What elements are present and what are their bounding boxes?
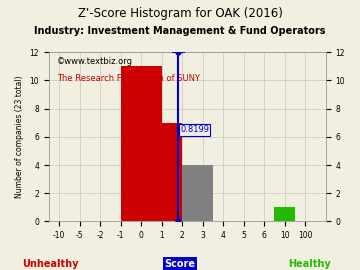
Y-axis label: Number of companies (23 total): Number of companies (23 total) [15,76,24,198]
Text: Unhealthy: Unhealthy [22,259,78,269]
Bar [121,66,162,221]
Bar [274,207,295,221]
Text: Healthy: Healthy [288,259,331,269]
Text: 0.8199: 0.8199 [180,125,209,134]
Text: Z'-Score Histogram for OAK (2016): Z'-Score Histogram for OAK (2016) [77,7,283,20]
Text: Score: Score [165,259,195,269]
Bar [162,123,182,221]
Text: ©www.textbiz.org: ©www.textbiz.org [57,57,133,66]
Text: The Research Foundation of SUNY: The Research Foundation of SUNY [57,74,200,83]
Text: Industry: Investment Management & Fund Operators: Industry: Investment Management & Fund O… [34,26,326,36]
Bar [182,165,213,221]
